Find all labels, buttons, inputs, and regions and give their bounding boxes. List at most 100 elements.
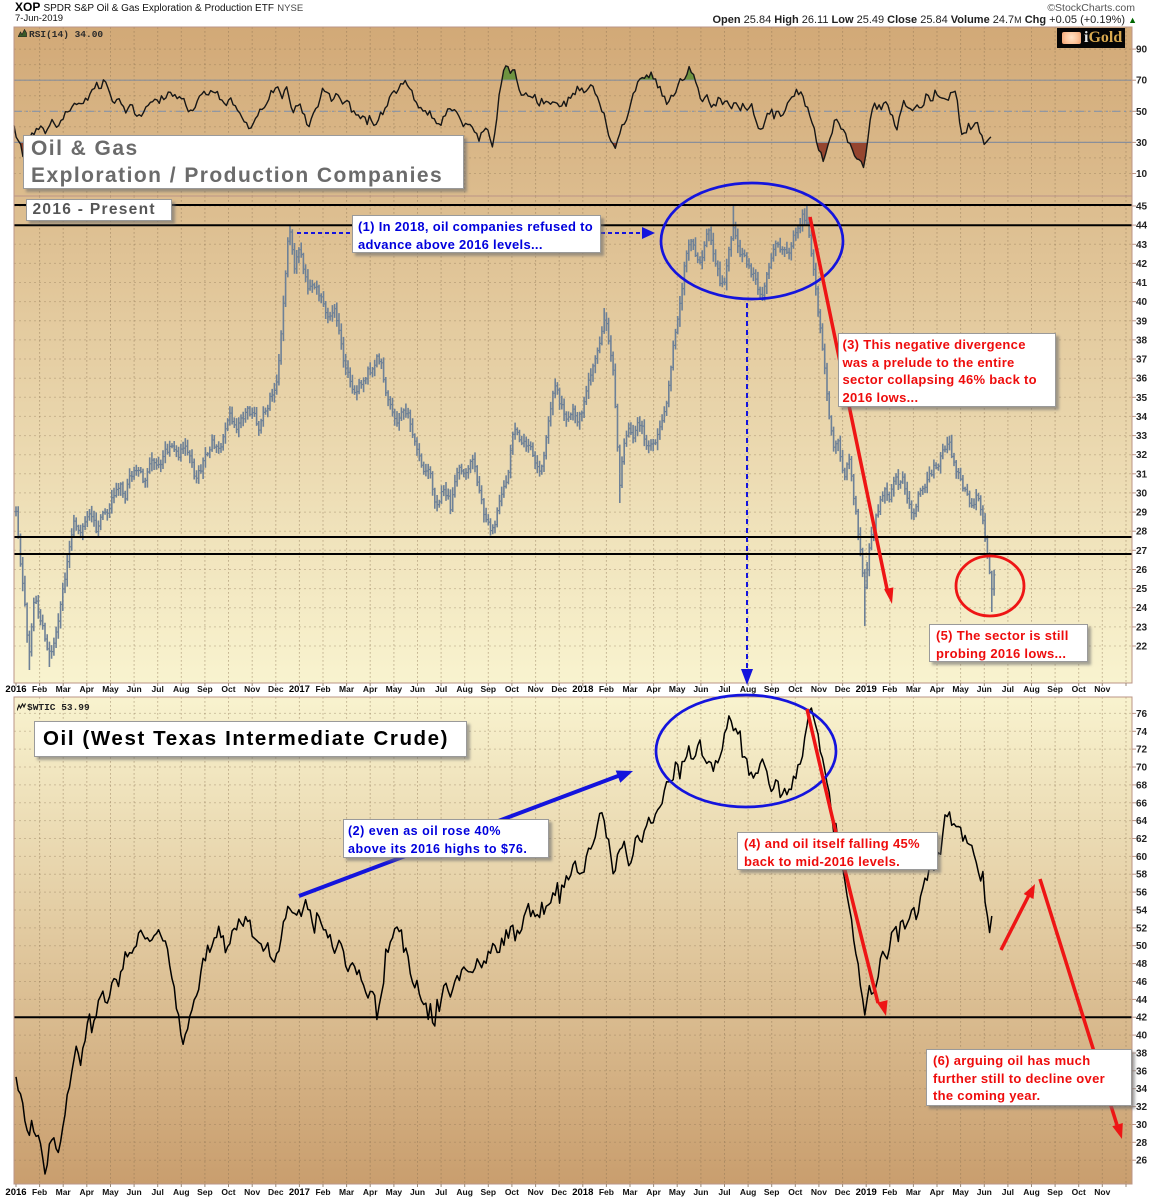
svg-text:Dec: Dec [551, 684, 567, 694]
svg-text:Mar: Mar [622, 684, 638, 694]
svg-text:Sep: Sep [481, 1187, 497, 1197]
svg-text:38: 38 [1136, 335, 1148, 346]
svg-text:Feb: Feb [599, 1187, 614, 1197]
svg-text:Jun: Jun [693, 684, 708, 694]
svg-text:22: 22 [1136, 642, 1148, 653]
svg-text:42: 42 [1136, 259, 1148, 270]
svg-text:Jul: Jul [152, 684, 164, 694]
svg-text:Oct: Oct [1072, 1187, 1086, 1197]
svg-text:Jul: Jul [718, 1187, 730, 1197]
svg-text:Dec: Dec [835, 1187, 851, 1197]
svg-text:Jul: Jul [152, 1187, 164, 1197]
svg-text:36: 36 [1136, 374, 1148, 385]
svg-text:Feb: Feb [882, 684, 897, 694]
svg-text:Sep: Sep [764, 1187, 780, 1197]
svg-text:Apr: Apr [646, 684, 661, 694]
svg-text:52: 52 [1136, 923, 1148, 934]
svg-text:28: 28 [1136, 527, 1148, 538]
svg-text:45: 45 [1136, 202, 1148, 213]
svg-text:26: 26 [1136, 565, 1148, 576]
svg-text:Sep: Sep [197, 1187, 213, 1197]
svg-text:2016: 2016 [5, 1187, 26, 1198]
svg-text:36: 36 [1136, 1066, 1148, 1077]
svg-text:Dec: Dec [268, 1187, 284, 1197]
svg-text:Nov: Nov [1094, 1187, 1110, 1197]
svg-text:70: 70 [1136, 763, 1148, 774]
svg-text:Mar: Mar [906, 684, 922, 694]
svg-text:38: 38 [1136, 1049, 1148, 1060]
svg-text:28: 28 [1136, 1138, 1148, 1149]
svg-text:2019: 2019 [856, 1187, 877, 1198]
svg-text:23: 23 [1136, 622, 1148, 633]
svg-text:46: 46 [1136, 977, 1148, 988]
svg-text:Mar: Mar [339, 684, 355, 694]
svg-text:Oct: Oct [221, 1187, 235, 1197]
svg-text:30: 30 [1136, 488, 1148, 499]
svg-text:64: 64 [1136, 816, 1148, 827]
svg-text:Jun: Jun [977, 684, 992, 694]
svg-text:Aug: Aug [456, 684, 473, 694]
svg-text:72: 72 [1136, 745, 1148, 756]
svg-text:42: 42 [1136, 1013, 1148, 1024]
svg-text:Mar: Mar [56, 684, 72, 694]
svg-text:Aug: Aug [1023, 1187, 1040, 1197]
svg-text:44: 44 [1136, 995, 1148, 1006]
svg-text:May: May [102, 684, 119, 694]
svg-text:Jul: Jul [1002, 684, 1014, 694]
svg-text:27: 27 [1136, 546, 1148, 557]
svg-text:Jun: Jun [977, 1187, 992, 1197]
svg-text:68: 68 [1136, 780, 1148, 791]
svg-text:Sep: Sep [1047, 684, 1063, 694]
svg-text:Oct: Oct [505, 684, 519, 694]
svg-text:Nov: Nov [244, 1187, 260, 1197]
svg-text:Oct: Oct [788, 684, 802, 694]
svg-text:90: 90 [1136, 45, 1148, 56]
svg-text:2017: 2017 [289, 684, 310, 695]
svg-text:Nov: Nov [811, 1187, 827, 1197]
svg-text:56: 56 [1136, 888, 1148, 899]
svg-text:May: May [669, 684, 686, 694]
svg-text:Dec: Dec [268, 684, 284, 694]
svg-text:2018: 2018 [572, 1187, 593, 1198]
svg-text:34: 34 [1136, 412, 1148, 423]
svg-text:Jun: Jun [410, 684, 425, 694]
svg-text:44: 44 [1136, 221, 1148, 232]
svg-text:Apr: Apr [79, 1187, 94, 1197]
svg-text:34: 34 [1136, 1084, 1148, 1095]
svg-text:Jun: Jun [410, 1187, 425, 1197]
svg-text:Feb: Feb [32, 1187, 47, 1197]
svg-text:Mar: Mar [622, 1187, 638, 1197]
svg-text:26: 26 [1136, 1156, 1148, 1167]
svg-text:Oct: Oct [221, 684, 235, 694]
svg-text:Jul: Jul [718, 684, 730, 694]
svg-text:Jul: Jul [1002, 1187, 1014, 1197]
svg-text:Feb: Feb [599, 684, 614, 694]
svg-text:Feb: Feb [315, 684, 330, 694]
svg-text:Nov: Nov [1094, 684, 1110, 694]
svg-text:May: May [386, 684, 403, 694]
svg-text:Jul: Jul [435, 1187, 447, 1197]
svg-text:30: 30 [1136, 138, 1148, 149]
svg-text:Dec: Dec [551, 1187, 567, 1197]
svg-text:Apr: Apr [363, 1187, 378, 1197]
svg-text:Apr: Apr [930, 1187, 945, 1197]
svg-text:40: 40 [1136, 297, 1148, 308]
svg-text:54: 54 [1136, 906, 1148, 917]
svg-text:48: 48 [1136, 959, 1148, 970]
svg-text:Jul: Jul [435, 684, 447, 694]
svg-text:Jun: Jun [693, 1187, 708, 1197]
svg-text:Jun: Jun [127, 1187, 142, 1197]
svg-text:Oct: Oct [505, 1187, 519, 1197]
svg-text:40: 40 [1136, 1031, 1148, 1042]
svg-text:Sep: Sep [764, 684, 780, 694]
svg-text:Sep: Sep [1047, 1187, 1063, 1197]
svg-text:Feb: Feb [315, 1187, 330, 1197]
svg-text:Jun: Jun [127, 684, 142, 694]
svg-text:70: 70 [1136, 76, 1148, 87]
svg-text:Mar: Mar [906, 1187, 922, 1197]
svg-text:74: 74 [1136, 727, 1148, 738]
svg-text:Aug: Aug [173, 684, 190, 694]
svg-text:Apr: Apr [646, 1187, 661, 1197]
svg-text:60: 60 [1136, 852, 1148, 863]
svg-text:62: 62 [1136, 834, 1148, 845]
